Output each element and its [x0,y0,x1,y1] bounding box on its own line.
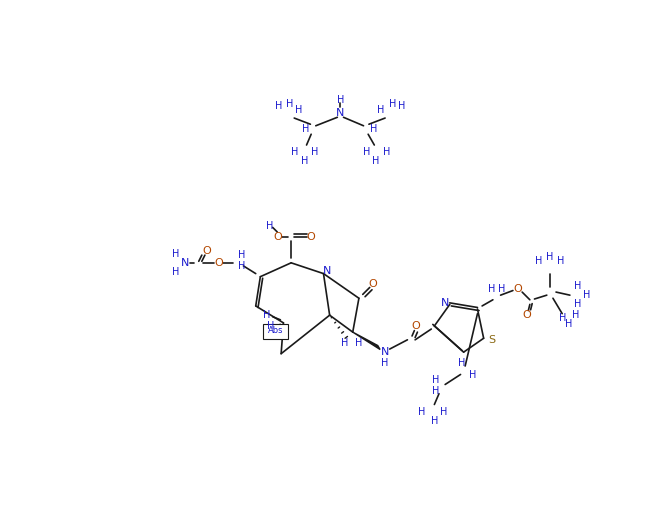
Text: N: N [323,266,331,275]
Text: H: H [487,284,495,294]
Text: H: H [389,99,396,109]
Text: S: S [488,335,495,345]
Text: H: H [573,310,580,320]
Text: Abs: Abs [268,326,283,335]
Text: H: H [565,320,572,329]
Text: H: H [383,147,390,157]
Text: H: H [336,95,344,104]
Text: H: H [432,386,440,395]
FancyBboxPatch shape [263,324,288,339]
Text: O: O [368,279,377,290]
Text: H: H [382,358,389,368]
Text: H: H [291,147,298,157]
Text: H: H [372,156,380,166]
Text: H: H [341,338,348,348]
Text: N: N [441,298,450,308]
Text: H: H [432,375,440,385]
Text: O: O [214,258,223,268]
Text: H: H [172,248,180,259]
Text: H: H [499,284,506,294]
Text: O: O [513,284,522,294]
Text: H: H [377,105,384,116]
Text: H: H [238,250,245,260]
Text: H: H [535,256,543,266]
Text: H: H [559,313,566,323]
Text: H: H [266,221,273,231]
Text: O: O [307,232,316,242]
Text: H: H [295,105,303,116]
Text: H: H [311,147,318,157]
Text: H: H [418,407,426,417]
Text: H: H [303,124,310,134]
Polygon shape [352,332,380,350]
Text: O: O [523,310,531,320]
Text: H: H [263,310,270,320]
Text: H: H [267,321,275,331]
Text: H: H [458,358,465,368]
Text: H: H [370,124,377,134]
Text: N: N [181,258,189,268]
Text: H: H [301,156,309,166]
Text: H: H [557,256,565,266]
Text: O: O [202,245,211,256]
Text: H: H [398,101,406,111]
Text: H: H [363,147,370,157]
Text: O: O [273,232,282,242]
Text: H: H [238,261,245,271]
Text: N: N [336,108,344,119]
Text: H: H [574,299,581,309]
Text: N: N [381,347,389,357]
Text: O: O [412,321,420,331]
Text: H: H [469,370,477,380]
Text: H: H [172,267,180,277]
Text: H: H [286,99,293,109]
Text: H: H [546,251,553,262]
Text: H: H [431,416,438,427]
Text: H: H [574,281,581,291]
Text: H: H [355,338,362,348]
Text: H: H [275,101,283,111]
Text: H: H [583,290,591,300]
Text: H: H [440,407,448,417]
